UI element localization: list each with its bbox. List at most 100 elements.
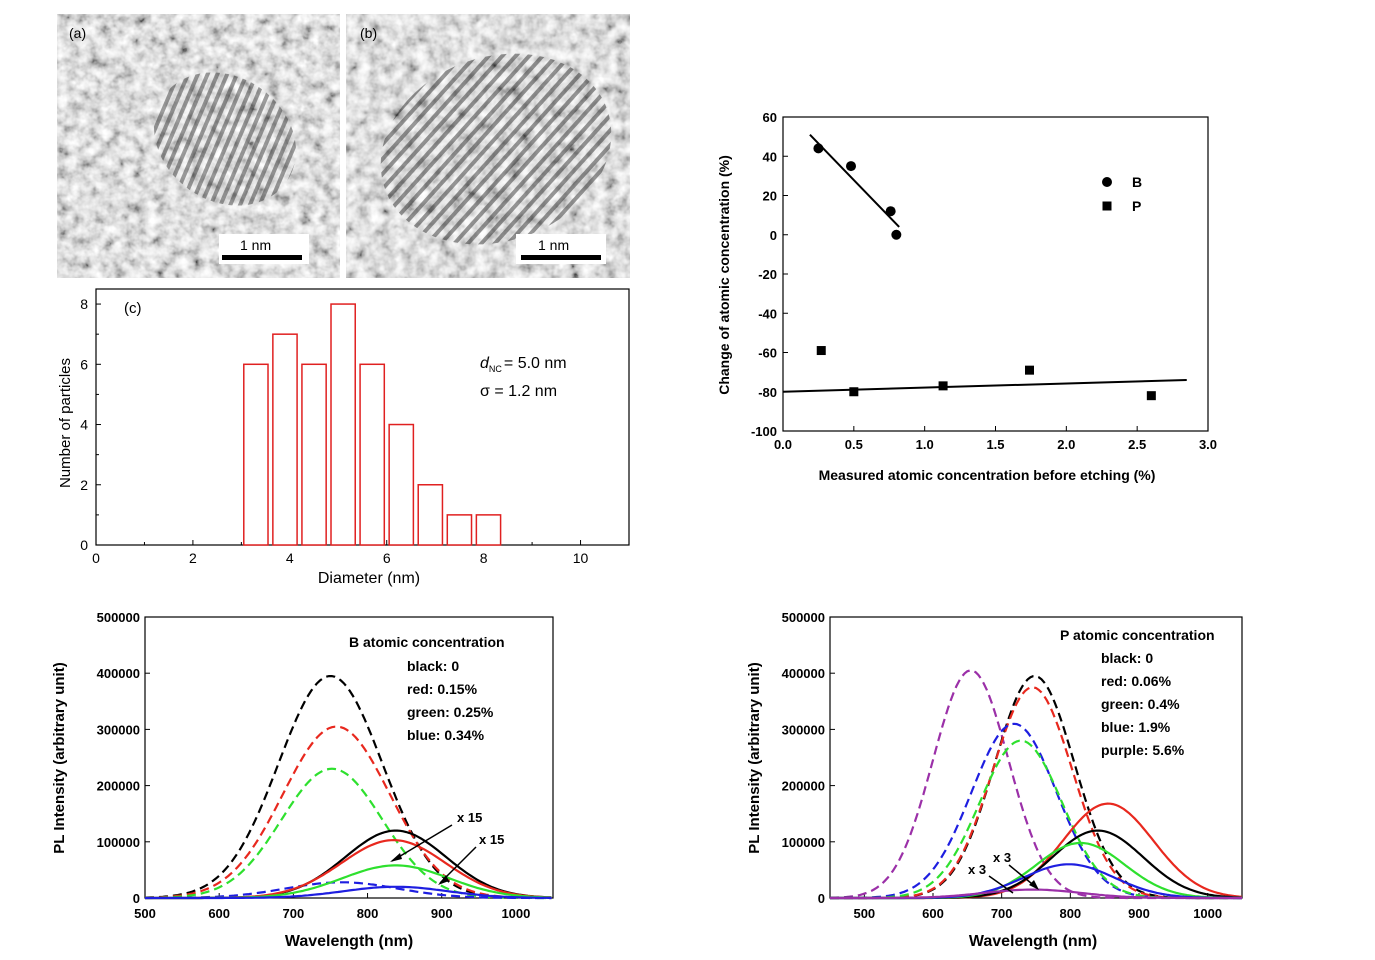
pl-b-annotation-1: x 15 (479, 832, 504, 847)
pl-b-curve-solid (145, 885, 552, 900)
scatter-x-tick-label: 3.0 (1199, 437, 1217, 452)
scatter-y-tick-label: -60 (758, 346, 777, 361)
pl-b-annotation-0: x 15 (457, 810, 482, 825)
histogram-x-tick-label: 10 (573, 550, 589, 566)
pl-p-x-tick-label: 700 (991, 906, 1013, 921)
pl-p-curve-dashed (829, 669, 1242, 900)
histogram-x-tick-label: 6 (383, 550, 391, 566)
scatter-x-axis-label: Measured atomic concentration before etc… (819, 467, 1156, 483)
pl-b-x-axis-label: Wavelength (nm) (285, 933, 413, 950)
scatter-fit-line-B (809, 133, 900, 228)
tem-image-a: (a) 1 nm (57, 14, 340, 278)
scatter-y-tick-label: -20 (758, 267, 777, 282)
pl-b-legend-title: B atomic concentration (349, 634, 505, 650)
pl-p-x-tick-label: 900 (1128, 906, 1150, 921)
scatter-y-tick-label: 0 (770, 228, 777, 243)
scatter-y-tick-label: -80 (758, 385, 777, 400)
histogram-y-tick-label: 8 (80, 296, 88, 312)
scatter-x-tick-label: 2.5 (1128, 437, 1146, 452)
histogram-x-tick-label: 8 (480, 550, 488, 566)
scatter-legend-label-P: P (1132, 198, 1141, 214)
histogram-bar (475, 514, 502, 546)
pl-b-frame (144, 616, 554, 899)
pl-p-annotation-0: x 3 (968, 862, 986, 877)
pl-p-legend-title: P atomic concentration (1060, 627, 1215, 643)
scatter-x-tick-label: 1.5 (986, 437, 1004, 452)
tem-image-b-svg: (b) 1 nm (346, 14, 630, 278)
pl-p-curve-solid (830, 802, 1243, 900)
pl-p-legend-3: blue: 1.9% (1101, 719, 1171, 735)
histogram-bar (301, 363, 327, 546)
pl-p-arrowhead-1 (1029, 880, 1039, 890)
scatter-legend-marker-P (1102, 201, 1112, 211)
scatter-y-tick-label: 40 (763, 149, 777, 164)
scatter-x-tick-label: 0.5 (845, 437, 863, 452)
pl-p-curve-dashed (830, 739, 1242, 900)
pl-b-y-tick-label: 500000 (97, 610, 140, 625)
pl-p-legend-0: black: 0 (1101, 650, 1153, 666)
pl-b-y-tick-label: 0 (133, 891, 140, 906)
pl-b-arrow-0 (391, 824, 453, 862)
pl-b-chart: 500 600 700 800 900 1000 0 100000 200000 300000 40… (51, 610, 554, 950)
histogram-bar (359, 363, 386, 546)
pl-p-y-tick-label: 0 (818, 891, 825, 906)
pl-b-legend-3: blue: 0.34% (407, 727, 485, 743)
tem-image-a-svg: (a) 1 nm (57, 14, 340, 278)
pl-p-legend-4: purple: 5.6% (1101, 742, 1185, 758)
scatter-y-tick-label: -40 (758, 306, 777, 321)
scatter-y-tick-label: 20 (763, 189, 777, 204)
scatter-legend-label-B: B (1132, 174, 1142, 190)
pl-b-y-axis-label: PL Intensity (arbitrary unit) (51, 662, 68, 853)
pl-p-panel: 500 600 700 800 900 1000 0 100000 200000 300000 40… (735, 600, 1265, 955)
histogram-annotation-sigma: σ = 1.2 nm (480, 383, 557, 400)
scatter-point-P (1025, 365, 1034, 375)
pl-p-frame (829, 616, 1243, 899)
tem-b-label: (b) (360, 25, 377, 41)
tem-b-scale-bar (521, 255, 601, 260)
pl-p-y-tick-label: 400000 (782, 666, 825, 681)
histogram-x-tick-label: 2 (189, 550, 197, 566)
pl-p-arrow-0 (988, 875, 1014, 894)
scatter-point-B (891, 229, 902, 240)
pl-b-arrowhead-0 (390, 853, 402, 862)
scatter-x-tick-label: 2.0 (1057, 437, 1075, 452)
pl-b-legend-0: black: 0 (407, 658, 459, 674)
pl-b-curve-dashed (145, 725, 552, 899)
pl-b-legend-1: red: 0.15% (407, 681, 478, 697)
scatter-point-B (846, 161, 856, 172)
histogram-y-tick-label: 0 (80, 537, 88, 553)
tem-a-lattice (154, 72, 296, 206)
pl-b-y-tick-label: 300000 (97, 722, 140, 737)
pl-b-y-tick-label: 200000 (97, 779, 140, 794)
scatter-chart: 0.0 0.5 1.0 1.5 2.0 2.5 3.0 -100 -80 -60 -40 -20 0 20… (716, 110, 1217, 483)
tem-b-scale-text: 1 nm (538, 237, 569, 253)
histogram-y-tick-label: 4 (80, 417, 88, 433)
histogram-annotation-d: dNC = 5.0 nm (480, 355, 567, 374)
pl-p-x-tick-label: 800 (1059, 906, 1081, 921)
tem-a-label: (a) (69, 25, 86, 41)
tem-image-b: (b) 1 nm (346, 14, 630, 278)
pl-b-arrowhead-1 (438, 875, 449, 885)
scatter-point-P (849, 387, 859, 397)
pl-p-y-tick-label: 200000 (782, 779, 825, 794)
histogram-panel: 0 2 4 6 8 10 0 2 4 6 8 (c) dNC = 5.0 nm σ = 1.2 nm … (40, 280, 640, 600)
pl-b-y-tick-label: 400000 (97, 666, 140, 681)
histogram-bar (243, 363, 269, 546)
pl-b-x-tick-label: 800 (357, 906, 379, 921)
pl-p-curve-solid (830, 888, 1242, 900)
pl-p-x-axis-label: Wavelength (nm) (969, 933, 1097, 950)
histogram-panel-label: (c) (124, 300, 142, 317)
pl-b-y-tick-label: 100000 (97, 835, 140, 850)
pl-p-y-tick-label: 500000 (782, 610, 825, 625)
histogram-bar (417, 484, 444, 546)
scatter-point-P (938, 381, 948, 391)
scatter-x-tick-label: 0.0 (774, 437, 792, 452)
scatter-point-P (1146, 391, 1156, 401)
pl-p-y-tick-label: 300000 (782, 722, 825, 737)
scatter-legend-marker-B (1102, 177, 1112, 187)
scatter-point-B (885, 206, 896, 217)
histogram-bar (272, 333, 298, 546)
tem-a-scale-text: 1 nm (240, 237, 271, 253)
pl-p-y-axis-label: PL Intensity (arbitrary unit) (746, 662, 763, 853)
histogram-x-tick-label: 4 (286, 550, 294, 566)
